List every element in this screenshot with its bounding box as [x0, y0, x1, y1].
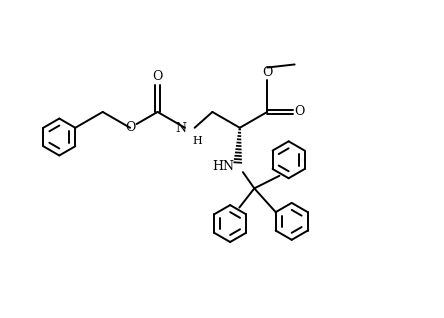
Text: HN: HN [213, 160, 234, 173]
Text: O: O [125, 121, 135, 134]
Text: H: H [193, 136, 202, 146]
Text: O: O [262, 66, 273, 79]
Text: N: N [175, 122, 186, 135]
Text: O: O [152, 70, 163, 83]
Text: O: O [295, 106, 305, 118]
